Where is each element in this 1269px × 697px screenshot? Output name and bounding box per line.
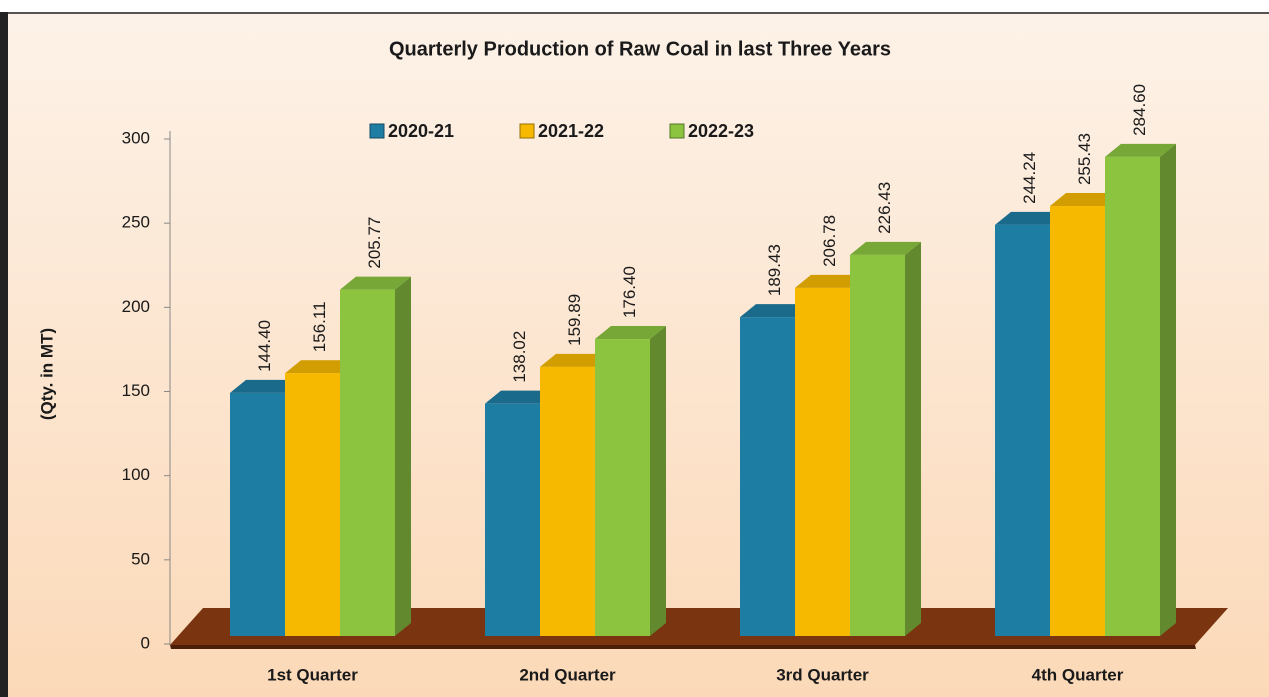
legend-label: 2022-23	[688, 121, 754, 141]
bar	[595, 339, 650, 636]
data-label: 189.43	[765, 244, 784, 296]
bar-top	[850, 241, 921, 255]
bar-top	[285, 360, 356, 374]
bar	[995, 224, 1050, 636]
bar-side	[1160, 143, 1176, 636]
y-tick-label: 150	[122, 381, 150, 400]
x-tick-label: 4th Quarter	[1032, 665, 1124, 684]
legend-swatch	[519, 123, 535, 139]
data-label: 156.11	[310, 301, 329, 352]
data-label: 159.89	[565, 294, 584, 346]
y-tick-label: 250	[122, 213, 150, 232]
y-tick-label: 0	[141, 633, 150, 652]
y-tick-label: 300	[122, 128, 150, 147]
y-tick-label: 100	[122, 465, 150, 484]
data-label: 144.40	[255, 320, 274, 372]
bar	[540, 366, 595, 636]
bar-top	[1050, 193, 1121, 207]
frame-border	[0, 12, 8, 697]
data-label: 138.02	[510, 331, 529, 383]
bar	[340, 289, 395, 636]
data-label: 255.43	[1075, 133, 1094, 185]
bar	[485, 403, 540, 636]
bar	[230, 392, 285, 636]
bar-top	[740, 304, 811, 318]
x-tick-label: 1st Quarter	[267, 665, 358, 684]
legend-swatch	[669, 123, 685, 139]
floor	[170, 608, 1228, 645]
data-label: 176.40	[620, 266, 639, 318]
bar-side	[905, 241, 921, 636]
legend-swatch	[369, 123, 385, 139]
data-label: 284.60	[1130, 84, 1149, 136]
legend-label: 2021-22	[538, 121, 604, 141]
chart-title: Quarterly Production of Raw Coal in last…	[389, 38, 891, 60]
x-tick-label: 3rd Quarter	[776, 665, 869, 684]
data-label: 206.78	[820, 215, 839, 267]
bar	[1105, 156, 1160, 636]
bar-top	[795, 274, 866, 288]
y-tick-label: 200	[122, 297, 150, 316]
bar	[285, 373, 340, 636]
bar	[795, 287, 850, 636]
bar-top	[995, 211, 1066, 225]
bar-top	[230, 379, 301, 393]
data-label: 226.43	[875, 182, 894, 234]
bar-top	[595, 326, 666, 340]
bar	[850, 254, 905, 636]
bar-side	[395, 276, 411, 636]
bar-top	[485, 390, 556, 404]
y-tick-label: 50	[131, 549, 150, 568]
floor-edge	[170, 645, 1196, 649]
data-label: 205.77	[365, 217, 384, 269]
bar	[740, 317, 795, 636]
x-tick-label: 2nd Quarter	[519, 665, 616, 684]
bar-top	[340, 276, 411, 290]
data-label: 244.24	[1020, 152, 1039, 204]
bar	[1050, 206, 1105, 636]
bar-side	[650, 326, 666, 636]
bar-top	[1105, 143, 1176, 157]
bar-top	[540, 353, 611, 367]
y-axis-label: (Qty. in MT)	[37, 328, 56, 420]
legend-label: 2020-21	[388, 121, 454, 141]
